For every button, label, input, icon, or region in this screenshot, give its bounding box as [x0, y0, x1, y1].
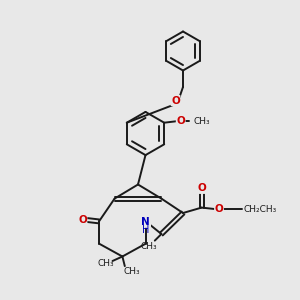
Text: CH₃: CH₃ [193, 117, 210, 126]
Text: CH₃: CH₃ [123, 267, 140, 276]
Text: O: O [171, 95, 180, 106]
Text: CH₃: CH₃ [98, 260, 114, 268]
Text: CH₃: CH₃ [140, 242, 157, 251]
Text: O: O [78, 215, 87, 225]
Text: H: H [142, 225, 149, 236]
Text: O: O [197, 183, 206, 194]
Text: N: N [141, 217, 150, 227]
Text: O: O [176, 116, 185, 126]
Text: CH₂CH₃: CH₂CH₃ [243, 205, 276, 214]
Text: O: O [214, 204, 224, 214]
